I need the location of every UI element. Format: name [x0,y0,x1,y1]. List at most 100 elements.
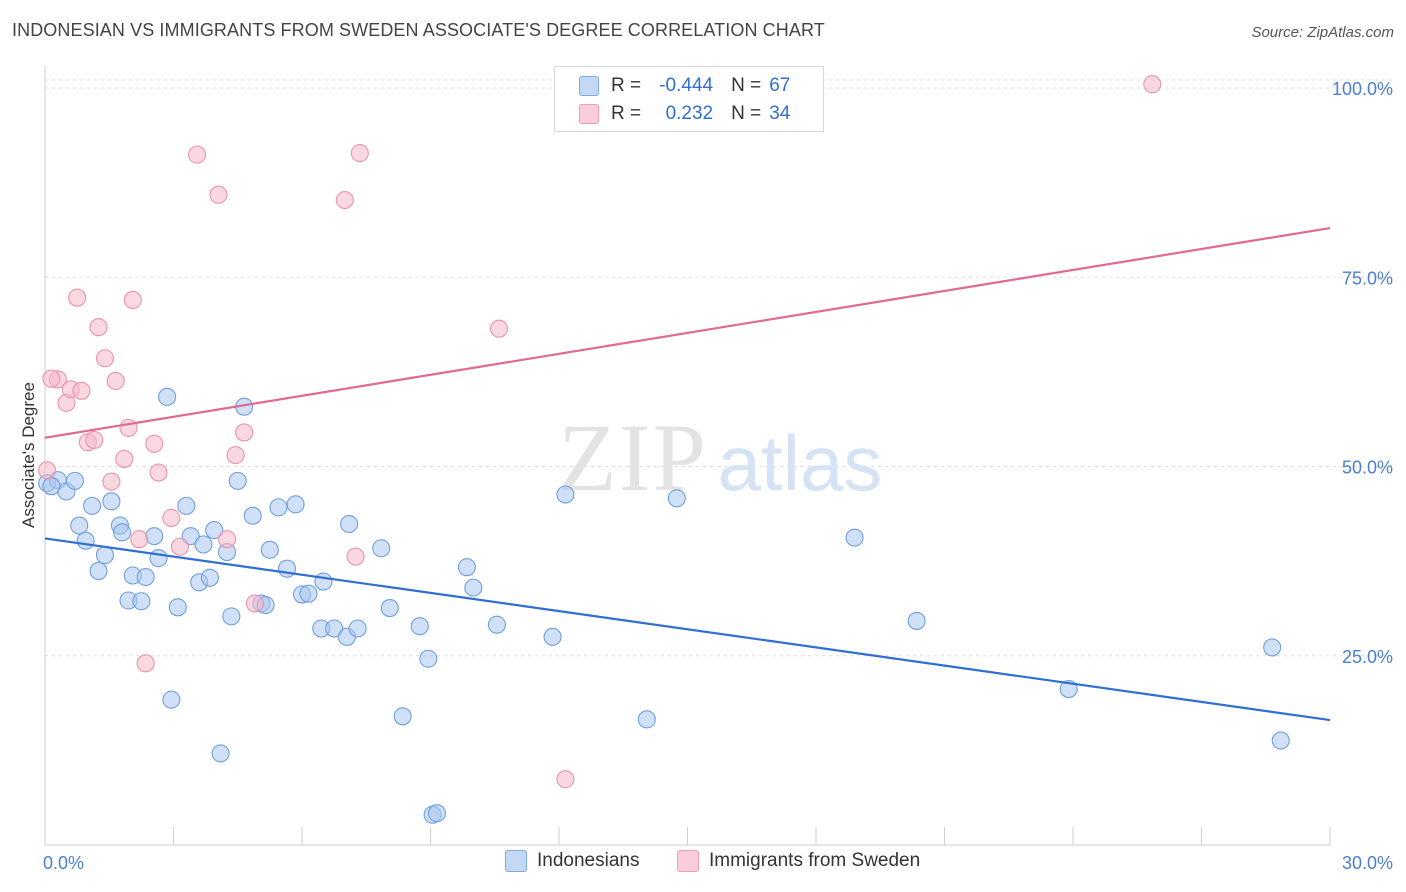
source-label: Source: ZipAtlas.com [1251,24,1394,41]
point-sweden-10 [102,472,121,491]
point-indonesians-11 [113,523,132,542]
point-indonesians-55 [464,578,483,597]
point-indonesians-43 [325,619,344,638]
point-indonesians-7 [89,561,108,581]
point-indonesians-38 [286,495,305,514]
point-sweden-24 [226,446,245,465]
point-indonesians-62 [907,611,926,630]
point-indonesians-6 [83,496,102,515]
point-sweden-28 [346,547,365,566]
point-sweden-32 [1143,75,1162,94]
point-indonesians-58 [556,485,575,504]
y-tick-label-0: 25.0% [1342,647,1393,667]
point-indonesians-57 [543,627,562,646]
point-sweden-23 [217,530,237,549]
point-sweden-18 [149,463,168,482]
grid-lines [45,79,1395,657]
point-sweden-15 [130,530,149,549]
point-sweden-13 [119,418,138,437]
point-sweden-12 [115,449,134,468]
point-indonesians-61 [845,528,864,547]
point-indonesians-60 [667,489,686,508]
point-indonesians-24 [194,535,213,554]
point-sweden-17 [145,434,164,453]
point-sweden-16 [136,654,155,673]
point-indonesians-14 [132,592,151,611]
point-indonesians-36 [269,498,288,517]
x-tick-label-1: 30.0% [1342,853,1393,873]
r-value: -0.444 [659,75,714,96]
legend-swatch-sweden [677,850,699,872]
point-indonesians-25 [200,568,219,587]
point-sweden-19 [162,508,181,528]
point-sweden-30 [489,319,509,338]
legend-swatch-indonesians [505,850,527,872]
stats-swatch-sweden [579,104,599,124]
y-tick-label-2: 75.0% [1342,268,1393,288]
point-indonesians-15 [136,567,155,587]
watermark-zip: ZIP [558,404,708,511]
point-indonesians-50 [410,617,429,636]
point-sweden-20 [170,537,189,556]
axes [44,66,1331,846]
point-sweden-29 [350,144,369,163]
y-axis-label: Associate's Degree [19,382,38,528]
point-sweden-22 [209,185,228,204]
point-indonesians-66 [42,477,61,496]
watermark: ZIP atlas [558,404,882,511]
point-indonesians-22 [181,527,200,546]
point-indonesians-64 [1263,638,1282,657]
point-indonesians-16 [145,527,164,546]
legend-item-sweden[interactable]: Immigrants from Sweden [677,850,920,872]
point-indonesians-18 [158,387,177,406]
point-indonesians-35 [260,540,279,559]
n-label: N = [731,75,762,96]
point-indonesians-3 [65,471,85,490]
point-indonesians-47 [372,539,391,558]
stats-row-sweden: R = 0.232 N = 34 [579,101,790,127]
point-sweden-4 [68,288,87,307]
point-sweden-8 [89,318,108,337]
point-sweden-31 [556,770,575,789]
point-sweden-5 [72,381,91,400]
chart-title: INDONESIAN VS IMMIGRANTS FROM SWEDEN ASS… [12,20,825,40]
point-indonesians-30 [228,471,247,490]
point-indonesians-46 [348,619,367,638]
legend-label-sweden: Immigrants from Sweden [709,850,921,871]
point-indonesians-51 [419,649,438,668]
series-legend: Indonesians Immigrants from Sweden [0,850,1406,878]
point-sweden-14 [123,290,142,310]
point-indonesians-49 [393,707,412,726]
n-value: 34 [769,103,791,124]
r-value: 0.232 [665,103,714,124]
point-indonesians-32 [243,506,262,525]
point-indonesians-56 [487,615,506,634]
stats-row-indonesians: R = -0.444 N = 67 [579,73,790,99]
r-label: R = [611,103,642,124]
point-indonesians-42 [314,572,333,591]
r-label: R = [611,75,642,96]
trend-lines [44,226,1331,722]
point-indonesians-8 [95,546,115,565]
point-sweden-25 [235,423,254,442]
point-indonesians-4 [70,516,89,535]
point-indonesians-40 [299,584,318,603]
point-indonesians-29 [222,607,241,626]
point-indonesians-65 [1271,731,1290,750]
point-sweden-7 [85,430,104,450]
point-indonesians-20 [168,598,187,617]
point-indonesians-27 [211,744,230,763]
point-indonesians-26 [205,521,224,540]
point-indonesians-45 [340,514,359,534]
stats-legend: R = -0.444 N = 67 R = 0.232 N = 34 [554,66,824,132]
n-label: N = [731,103,762,124]
legend-item-indonesians[interactable]: Indonesians [505,850,639,872]
watermark-atlas: atlas [718,419,883,507]
point-indonesians-53 [427,804,446,823]
trend-line-indonesians [44,537,1331,722]
point-sweden-26 [245,594,264,613]
n-value: 67 [769,75,791,96]
point-indonesians-5 [76,531,95,550]
tick-labels: 25.0% 50.0% 75.0% 100.0% 0.0% 30.0% [43,79,1393,873]
point-indonesians-48 [380,599,399,618]
